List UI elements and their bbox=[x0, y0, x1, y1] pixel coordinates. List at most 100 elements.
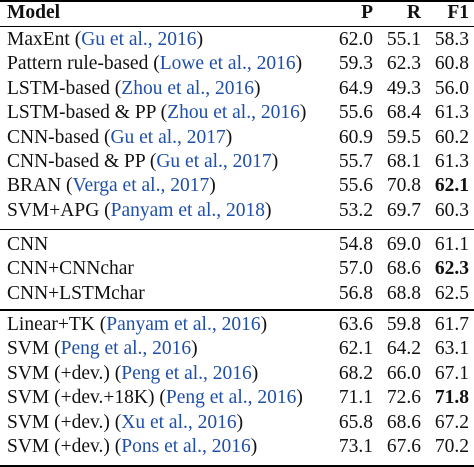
table-header: Model P R F1 bbox=[0, 1, 474, 25]
r-value: 70.8 bbox=[386, 175, 421, 197]
f1-value: 60.3 bbox=[434, 199, 469, 221]
model-label: LSTM-based & PP ( bbox=[7, 102, 168, 124]
citation-link[interactable]: Gu et al., 2016 bbox=[81, 29, 197, 50]
citation-close: ) bbox=[265, 199, 272, 221]
f1-value: 62.5 bbox=[434, 282, 469, 304]
model-label: BRAN ( bbox=[7, 175, 73, 197]
f1-value: 71.8 bbox=[434, 387, 469, 409]
citation-close: ) bbox=[260, 314, 268, 335]
model-label: SVM ( bbox=[7, 338, 61, 360]
header-p: P bbox=[361, 2, 373, 23]
model-label: MaxEnt ( bbox=[7, 29, 82, 50]
model-label: Linear+TK ( bbox=[7, 314, 107, 335]
model-label: CNN-based & PP ( bbox=[7, 151, 157, 172]
model-label: SVM (+dev.) ( bbox=[7, 436, 122, 457]
citation-close: ) bbox=[271, 151, 279, 172]
citation-link[interactable]: Pons et al., 2016 bbox=[121, 436, 251, 457]
table-row: SVM (Peng et al., 2016) 62.1 64.2 63.1 bbox=[0, 337, 474, 361]
model-name: SVM (Peng et al., 2016) bbox=[7, 337, 198, 361]
model-label: CNN bbox=[7, 234, 49, 255]
table-row: SVM (+dev.+18K) (Peng et al., 2016) 71.1 7… bbox=[0, 386, 474, 410]
table-row: SVM+APG (Panyam et al., 2018) 53.2 69.7 60.… bbox=[0, 199, 474, 223]
f1-value: 70.2 bbox=[434, 436, 469, 457]
citation-link[interactable]: Lowe et al., 2016 bbox=[159, 53, 296, 75]
model-label: CNN+LSTMchar bbox=[7, 282, 145, 304]
model-name: LSTM-based (Zhou et al., 2016) bbox=[7, 77, 260, 101]
citation-link[interactable]: Xu et al., 2016 bbox=[121, 411, 237, 433]
table-row: MaxEnt (Gu et al., 2016) 62.0 55.1 58.3 bbox=[0, 28, 474, 52]
citation-close: ) bbox=[251, 362, 259, 384]
citation-link[interactable]: Gu et al., 2017 bbox=[110, 126, 226, 148]
citation-close: ) bbox=[236, 411, 244, 433]
citation-link[interactable]: Gu et al., 2017 bbox=[156, 151, 272, 172]
section-rule-1 bbox=[0, 229, 474, 231]
model-name: CNN+CNNchar bbox=[7, 257, 134, 281]
f1-value: 60.2 bbox=[434, 126, 469, 148]
citation-link[interactable]: Zhou et al., 2016 bbox=[167, 102, 300, 124]
citation-link[interactable]: Peng et al., 2016 bbox=[121, 362, 252, 384]
model-label: SVM (+dev.+18K) ( bbox=[7, 387, 166, 409]
citation-link[interactable]: Zhou et al., 2016 bbox=[121, 77, 254, 99]
table-row: Pattern rule-based (Lowe et al., 2016) 59… bbox=[0, 52, 474, 76]
citation-link[interactable]: Peng et al., 2016 bbox=[165, 387, 297, 409]
r-value: 68.4 bbox=[386, 102, 421, 124]
table-row: BRAN (Verga et al., 2017) 55.6 70.8 62.1 bbox=[0, 174, 474, 198]
model-label: SVM (+dev.) ( bbox=[7, 411, 122, 433]
p-value: 57.0 bbox=[338, 258, 373, 280]
f1-value: 62.3 bbox=[434, 258, 469, 280]
r-value: 69.0 bbox=[386, 234, 421, 255]
p-value: 55.6 bbox=[338, 175, 373, 197]
model-name: BRAN (Verga et al., 2017) bbox=[7, 174, 216, 198]
model-name: SVM (+dev.+18K) (Peng et al., 2016) bbox=[7, 386, 303, 410]
f1-value: 61.3 bbox=[434, 151, 469, 172]
r-value: 68.8 bbox=[386, 282, 421, 304]
p-value: 64.9 bbox=[338, 77, 373, 99]
p-value: 68.2 bbox=[338, 362, 373, 384]
model-label: SVM+APG ( bbox=[7, 199, 111, 221]
f1-value: 61.7 bbox=[434, 314, 469, 335]
r-value: 67.6 bbox=[386, 436, 421, 457]
citation-close: ) bbox=[196, 29, 204, 50]
f1-value: 61.3 bbox=[434, 102, 469, 124]
p-value: 62.0 bbox=[338, 29, 373, 50]
r-value: 59.8 bbox=[386, 314, 421, 335]
model-label: CNN+CNNchar bbox=[7, 258, 134, 280]
f1-value: 56.0 bbox=[434, 77, 469, 99]
p-value: 55.7 bbox=[338, 151, 373, 172]
table-row: CNN+CNNchar 57.0 68.6 62.3 bbox=[0, 257, 474, 281]
f1-value: 58.3 bbox=[434, 29, 469, 50]
top-rule bbox=[0, 0, 474, 2]
citation-link[interactable]: Verga et al., 2017 bbox=[72, 175, 210, 197]
p-value: 56.8 bbox=[338, 282, 373, 304]
model-label: SVM (+dev.) ( bbox=[7, 362, 122, 384]
header-f1: F1 bbox=[447, 2, 469, 23]
p-value: 54.8 bbox=[338, 234, 373, 255]
model-name: Pattern rule-based (Lowe et al., 2016) bbox=[7, 52, 302, 76]
model-name: CNN bbox=[7, 233, 48, 257]
bottom-rule bbox=[0, 465, 474, 467]
f1-value: 61.1 bbox=[434, 234, 469, 255]
citation-close: ) bbox=[250, 436, 258, 457]
citation-link[interactable]: Panyam et al., 2016 bbox=[106, 314, 261, 335]
r-value: 49.3 bbox=[386, 77, 421, 99]
table-row: SVM (+dev.) (Peng et al., 2016) 68.2 66.0 6… bbox=[0, 362, 474, 386]
table-row: CNN-based & PP (Gu et al., 2017) 55.7 68.1… bbox=[0, 150, 474, 174]
model-name: CNN-based (Gu et al., 2017) bbox=[7, 126, 232, 150]
r-value: 64.2 bbox=[386, 338, 421, 360]
citation-close: ) bbox=[209, 175, 216, 197]
header-model: Model bbox=[7, 2, 61, 23]
model-label: LSTM-based ( bbox=[7, 77, 122, 99]
model-name: SVM (+dev.) (Pons et al., 2016) bbox=[7, 435, 257, 459]
r-value: 69.7 bbox=[386, 199, 421, 221]
p-value: 65.8 bbox=[338, 411, 373, 433]
r-value: 68.6 bbox=[386, 258, 421, 280]
table-row: Linear+TK (Panyam et al., 2016) 63.6 59.8 6… bbox=[0, 313, 474, 337]
table-row: LSTM-based (Zhou et al., 2016) 64.9 49.3 56… bbox=[0, 77, 474, 101]
citation-link[interactable]: Peng et al., 2016 bbox=[60, 338, 192, 360]
r-value: 62.3 bbox=[386, 53, 421, 75]
p-value: 60.9 bbox=[338, 126, 373, 148]
model-label: Pattern rule-based ( bbox=[7, 53, 160, 75]
citation-link[interactable]: Panyam et al., 2018 bbox=[110, 199, 265, 221]
p-value: 71.1 bbox=[338, 387, 373, 409]
r-value: 68.6 bbox=[386, 411, 421, 433]
